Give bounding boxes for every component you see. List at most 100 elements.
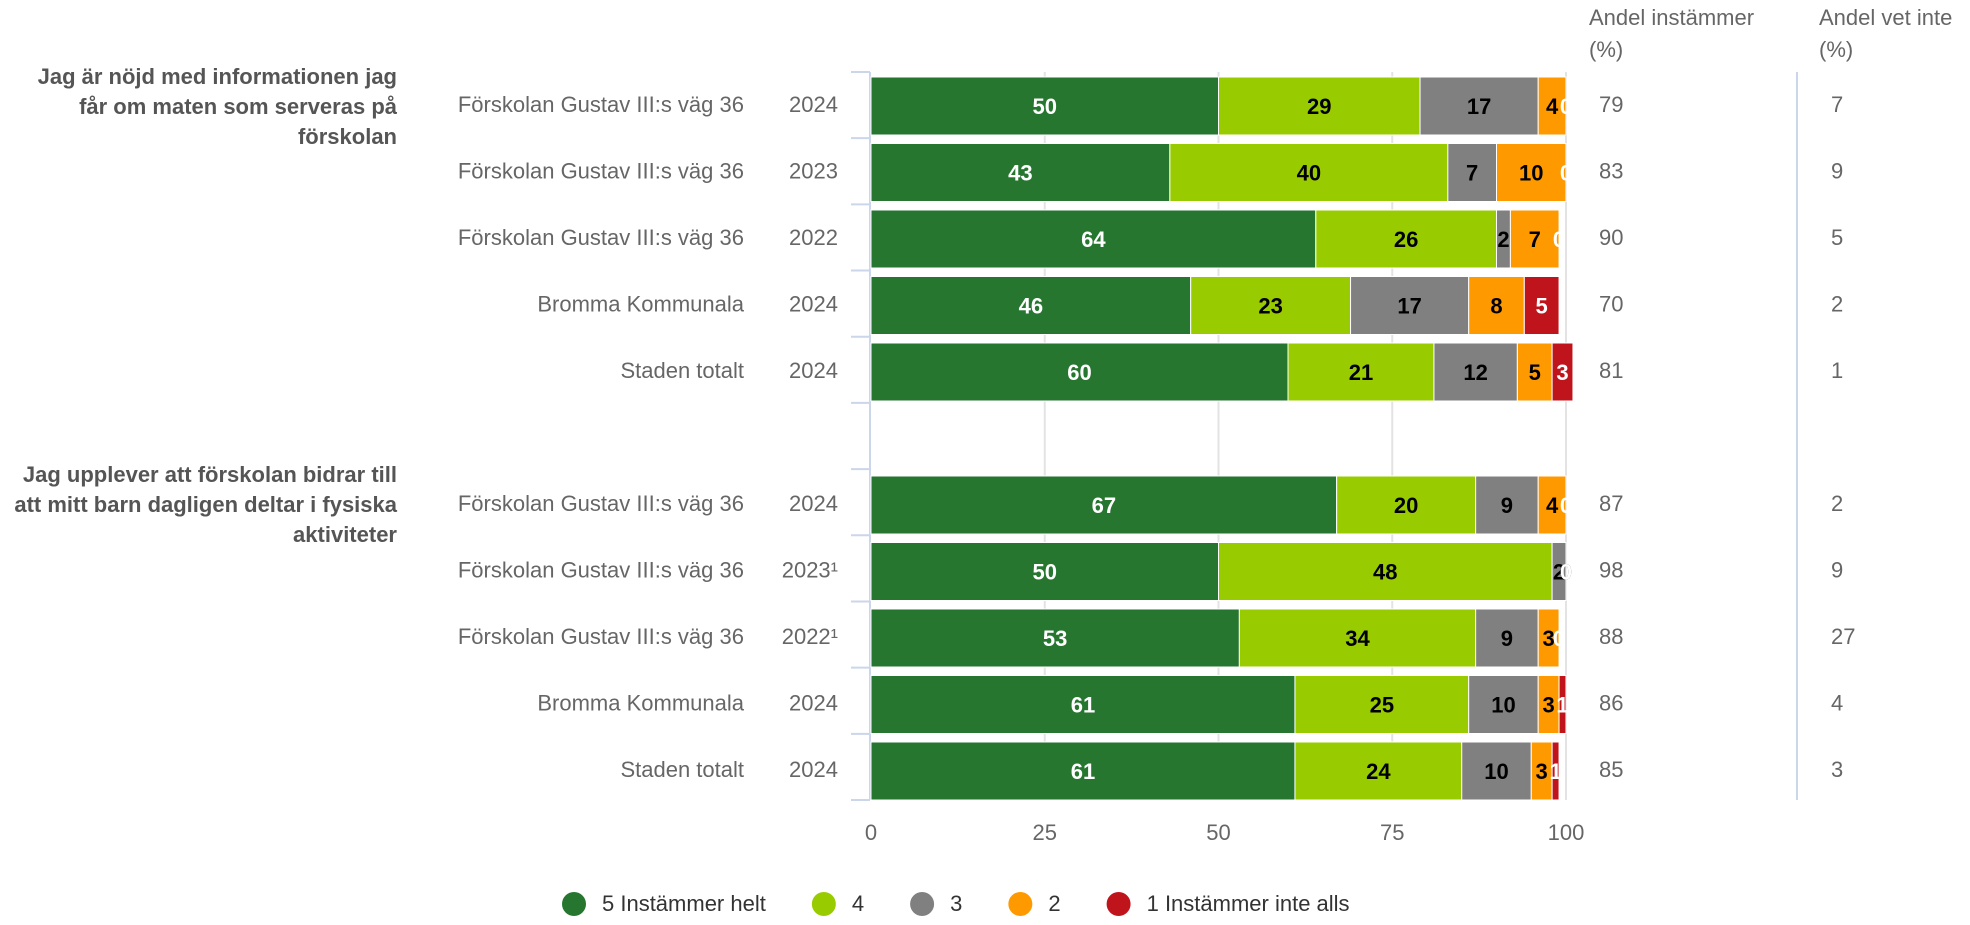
agree-value: 88 bbox=[1599, 624, 1623, 649]
data-label: 0 bbox=[1560, 559, 1572, 584]
bar-segment bbox=[1294, 741, 1463, 801]
data-label: 10 bbox=[1519, 160, 1543, 185]
data-label: 46 bbox=[1019, 293, 1043, 318]
agree-value: 87 bbox=[1599, 491, 1623, 516]
data-label: 0 bbox=[1560, 94, 1572, 119]
data-label: 0 bbox=[1560, 160, 1572, 185]
bar-segment bbox=[1551, 542, 1567, 601]
legend-marker bbox=[1106, 892, 1131, 916]
dont-know-value: 1 bbox=[1831, 358, 1843, 383]
dont-know-value: 9 bbox=[1831, 557, 1843, 582]
year-label: 2024 bbox=[789, 291, 838, 316]
legend-label: 4 bbox=[852, 891, 864, 916]
agree-value: 79 bbox=[1599, 92, 1623, 117]
data-label: 0 bbox=[1553, 227, 1565, 252]
data-label: 64 bbox=[1081, 227, 1106, 252]
data-label: 21 bbox=[1349, 360, 1373, 385]
question-title: Jag är nöjd med informationen jag får om… bbox=[37, 64, 397, 149]
bar-segment bbox=[1551, 741, 1560, 801]
data-label: 60 bbox=[1067, 360, 1091, 385]
x-tick-label: 25 bbox=[1033, 820, 1057, 845]
bar-segment bbox=[1509, 209, 1560, 269]
legend-marker bbox=[811, 892, 836, 916]
agree-value: 98 bbox=[1599, 557, 1623, 582]
question-title: Jag upplever att förskolan bidrar till a… bbox=[14, 462, 397, 547]
dont-know-value: 9 bbox=[1831, 158, 1843, 183]
bar-segment bbox=[1523, 276, 1560, 335]
category-label: Bromma Kommunala bbox=[537, 291, 744, 316]
bar-segment bbox=[870, 143, 1171, 202]
data-label: 1 bbox=[1556, 692, 1568, 717]
dont-know-value: 2 bbox=[1831, 291, 1843, 316]
bar-segment bbox=[1336, 475, 1477, 535]
year-label: 2024 bbox=[789, 358, 838, 383]
bar-segment bbox=[1516, 342, 1553, 402]
bar-segment bbox=[1294, 675, 1470, 734]
x-tick-label: 75 bbox=[1380, 820, 1404, 845]
bar-segment bbox=[870, 675, 1296, 734]
category-label: Förskolan Gustav III:s väg 36 bbox=[458, 624, 744, 649]
x-tick-label: 50 bbox=[1206, 820, 1230, 845]
data-label: 61 bbox=[1071, 759, 1095, 784]
data-label: 4 bbox=[1546, 94, 1559, 119]
bar-segment bbox=[1551, 342, 1574, 402]
data-label: 0 bbox=[1560, 493, 1572, 518]
data-label: 3 bbox=[1556, 360, 1568, 385]
bar-segment bbox=[1218, 76, 1421, 136]
legend-label: 2 bbox=[1048, 891, 1060, 916]
data-label: 10 bbox=[1491, 692, 1515, 717]
agree-value: 85 bbox=[1599, 757, 1623, 782]
data-label: 0 bbox=[1560, 559, 1572, 584]
bar-segment bbox=[1537, 76, 1567, 136]
column-header: Andel instämmer (%) bbox=[1589, 5, 1755, 62]
bar-segment bbox=[870, 542, 1219, 601]
data-label: 2 bbox=[1497, 227, 1509, 252]
data-label: 3 bbox=[1543, 692, 1555, 717]
data-label: 67 bbox=[1092, 493, 1116, 518]
bar-segment bbox=[1433, 342, 1518, 402]
year-label: 2024 bbox=[789, 690, 838, 715]
bar-segment bbox=[1218, 542, 1553, 601]
data-label: 53 bbox=[1043, 626, 1067, 651]
dont-know-value: 4 bbox=[1831, 690, 1843, 715]
category-label: Förskolan Gustav III:s väg 36 bbox=[458, 158, 744, 183]
data-label: 43 bbox=[1008, 160, 1032, 185]
agree-value: 70 bbox=[1599, 291, 1623, 316]
agree-value: 86 bbox=[1599, 690, 1623, 715]
data-label: 5 bbox=[1529, 360, 1541, 385]
legend-label: 1 Instämmer inte alls bbox=[1147, 891, 1350, 916]
bar-segment bbox=[1287, 342, 1435, 402]
data-label: 50 bbox=[1033, 94, 1057, 119]
dont-know-value: 3 bbox=[1831, 757, 1843, 782]
dont-know-value: 5 bbox=[1831, 225, 1843, 250]
bar-segment bbox=[1238, 608, 1477, 668]
category-label: Förskolan Gustav III:s väg 36 bbox=[458, 557, 744, 582]
data-label: 5 bbox=[1536, 293, 1548, 318]
dont-know-value: 27 bbox=[1831, 624, 1855, 649]
year-label: 2023¹ bbox=[782, 557, 838, 582]
category-label: Förskolan Gustav III:s väg 36 bbox=[458, 491, 744, 516]
bar-segment bbox=[1169, 143, 1449, 202]
category-label: Förskolan Gustav III:s väg 36 bbox=[458, 92, 744, 117]
bar-segment bbox=[870, 741, 1296, 801]
column-header: Andel vet inte (%) bbox=[1819, 5, 1953, 62]
data-label: 8 bbox=[1490, 293, 1502, 318]
dont-know-value: 2 bbox=[1831, 491, 1843, 516]
agree-value: 83 bbox=[1599, 158, 1623, 183]
agree-value: 81 bbox=[1599, 358, 1623, 383]
data-label: 25 bbox=[1370, 692, 1394, 717]
year-label: 2022¹ bbox=[782, 624, 838, 649]
data-label: 9 bbox=[1501, 626, 1513, 651]
bar-segment bbox=[1419, 76, 1539, 136]
data-label: 24 bbox=[1366, 759, 1391, 784]
x-tick-label: 100 bbox=[1548, 820, 1585, 845]
legend-label: 3 bbox=[950, 891, 962, 916]
bar-segment bbox=[870, 342, 1289, 402]
year-label: 2023 bbox=[789, 158, 838, 183]
data-label: 40 bbox=[1297, 160, 1321, 185]
data-label: 34 bbox=[1345, 626, 1370, 651]
data-label: 29 bbox=[1307, 94, 1331, 119]
legend-marker bbox=[562, 892, 586, 916]
